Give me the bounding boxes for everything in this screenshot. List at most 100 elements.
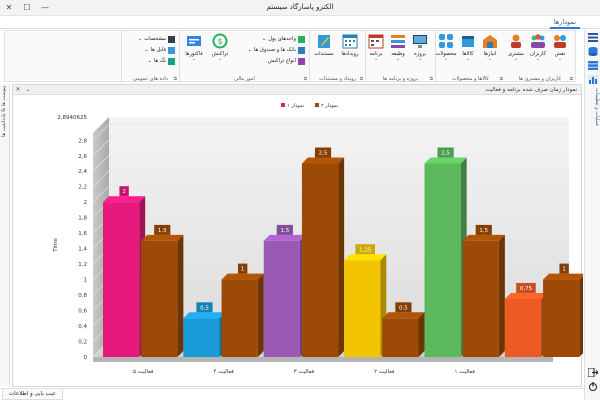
y-axis-label: Time	[53, 238, 59, 253]
specs-button[interactable]: مشخصات ⌄	[138, 34, 175, 44]
diagnostics-tab[interactable]: عیب یابی و اطلاعات	[2, 389, 63, 400]
data-label: 1	[562, 267, 566, 273]
legend-label: نمودار ۱	[287, 103, 304, 109]
attachments-side-tab[interactable]: پیوست ها & یادداشت ها	[1, 86, 7, 138]
currency-button[interactable]: واحدهای پول ⌄	[262, 34, 305, 44]
invoices-button[interactable]: فاکتورها ⌄	[181, 33, 207, 69]
data-label: 0,5	[200, 305, 209, 311]
data-label-box	[475, 224, 492, 235]
bar: 2	[103, 186, 146, 357]
y-tick-label: 0	[84, 355, 88, 361]
program-button[interactable]: برنامه ⌄	[363, 33, 389, 69]
bar-top	[263, 234, 306, 241]
right-side-panel: عملیات و تنظیمات	[584, 30, 600, 400]
y-tick-label: 2	[84, 200, 88, 206]
bar: 1,5	[462, 224, 505, 357]
warehouse-button[interactable]: انبارها ⌄	[477, 33, 503, 69]
data-label-box	[395, 302, 412, 313]
group-launcher-icon[interactable]: ⧉	[173, 77, 177, 82]
files-label: فایل ها	[150, 47, 166, 53]
group-launcher-icon[interactable]: ⧉	[569, 77, 573, 82]
data-label: 0,75	[520, 286, 533, 292]
status-bar: عیب یابی و اطلاعات	[0, 388, 584, 400]
task-button[interactable]: وظیفه ⌄	[385, 33, 411, 69]
banks-button[interactable]: بانک ها و صندوق ها ⌄	[248, 45, 305, 55]
currency-icon	[298, 35, 305, 43]
bar-face	[221, 279, 258, 357]
data-label-box	[437, 147, 454, 158]
chevron-down-icon: ⌄	[417, 56, 423, 62]
role-button[interactable]: نقش ⌄	[547, 33, 573, 69]
data-label-box	[154, 224, 171, 235]
y-tick-label: 0,2	[78, 340, 87, 346]
chart-legend: نمودار ۱ نمودار ۲	[281, 103, 338, 109]
title-bar: الکترو پاسارگاد سیستم ✕ ☐ —	[0, 0, 600, 16]
chevron-down-icon: ⌄	[217, 56, 223, 62]
goods-button[interactable]: کالاها ⌄	[455, 33, 481, 69]
bar-face	[462, 240, 499, 357]
settings-side-tab[interactable]: عملیات و تنظیمات	[594, 88, 600, 127]
group-launcher-icon[interactable]: ⧉	[429, 77, 433, 82]
documents-icon	[318, 35, 330, 48]
bar-face	[183, 318, 220, 357]
documents-button[interactable]: مستندات	[311, 33, 337, 69]
database-icon[interactable]	[588, 47, 598, 56]
x-tick-label: فعالیت ۲	[374, 369, 395, 375]
files-button[interactable]: فایل ها ⌄	[144, 45, 175, 55]
chart-bars: 2 1,5 0,5 1 1,5 2,5 1,25 0,5 2,5 1,5 0,75 1	[103, 147, 583, 357]
data-label-box	[237, 263, 248, 274]
data-label-box	[516, 282, 536, 293]
bar-top	[221, 273, 264, 280]
products-label: محصولات	[435, 51, 457, 57]
layers-icon[interactable]	[588, 61, 598, 70]
bar-face	[382, 318, 419, 357]
program-icon	[368, 34, 384, 49]
close-icon[interactable]: ✕	[15, 86, 21, 93]
bar-top	[301, 157, 345, 164]
maximize-button[interactable]: ☐	[23, 3, 31, 12]
data-label: 1,25	[359, 247, 372, 253]
task-icon	[391, 35, 405, 48]
ribbon-group-projects: پروژه ⌄ وظیفه ⌄ برنامه ⌄ پروژه و برنامه …	[365, 31, 435, 83]
users-button[interactable]: کاربران ⌄	[525, 33, 551, 69]
y-tick-label: 2,4	[78, 169, 87, 175]
events-button[interactable]: رویدادها	[337, 33, 363, 69]
gridline	[92, 139, 110, 156]
y-tick-label: 0,4	[78, 324, 87, 330]
pin-icon[interactable]: ⌄	[25, 86, 31, 93]
bar-top	[141, 234, 184, 241]
users-icon	[531, 34, 545, 48]
transaction-types-button[interactable]: انواع تراکنش	[268, 56, 305, 66]
group-launcher-icon[interactable]: ⧉	[303, 77, 307, 82]
transaction-button[interactable]: $ تراکنش ⌄	[207, 33, 233, 69]
ribbon-group-finance: واحدهای پول ⌄ بانک ها و صندوق ها ⌄ انواع ت…	[179, 31, 309, 83]
x-tick-label: فعالیت ۴	[213, 369, 234, 375]
group-launcher-icon[interactable]: ⧉	[499, 77, 503, 82]
menu-icon[interactable]	[588, 33, 598, 42]
bar-side	[257, 273, 264, 357]
y-tick-label: 0,8	[78, 293, 87, 299]
chart-icon[interactable]	[588, 75, 598, 84]
project-button[interactable]: پروژه ⌄	[407, 33, 433, 69]
document-title: نمودار زمان صرف شده برنامه و فعالیت	[485, 86, 577, 93]
x-tick-label: فعالیت ۳	[294, 369, 315, 375]
chevron-down-icon: ⌄	[144, 47, 149, 53]
close-button[interactable]: ✕	[5, 3, 13, 12]
exit-icon[interactable]	[588, 368, 598, 377]
tab-charts[interactable]: نمودارها	[549, 17, 580, 29]
power-icon[interactable]	[588, 382, 598, 391]
data-label-box	[119, 186, 129, 197]
files-icon	[168, 46, 175, 54]
chevron-down-icon: ⌄	[557, 56, 563, 62]
products-button[interactable]: محصولات ⌄	[433, 33, 459, 69]
customer-button[interactable]: مشتری ⌄	[503, 33, 529, 69]
tags-button[interactable]: تگ ها ⌄	[148, 56, 175, 66]
data-label-box	[314, 147, 332, 158]
ribbon-group-users: نقش ⌄ کاربران ⌄ مشتری ⌄ کاربران و مشتری …	[505, 31, 575, 83]
group-launcher-icon[interactable]: ⧉	[359, 77, 363, 82]
minimize-button[interactable]: —	[41, 3, 49, 12]
transaction-type-icon	[298, 57, 305, 65]
chevron-down-icon: ⌄	[261, 36, 267, 42]
bar-face	[543, 279, 580, 357]
bar-face	[344, 260, 381, 357]
